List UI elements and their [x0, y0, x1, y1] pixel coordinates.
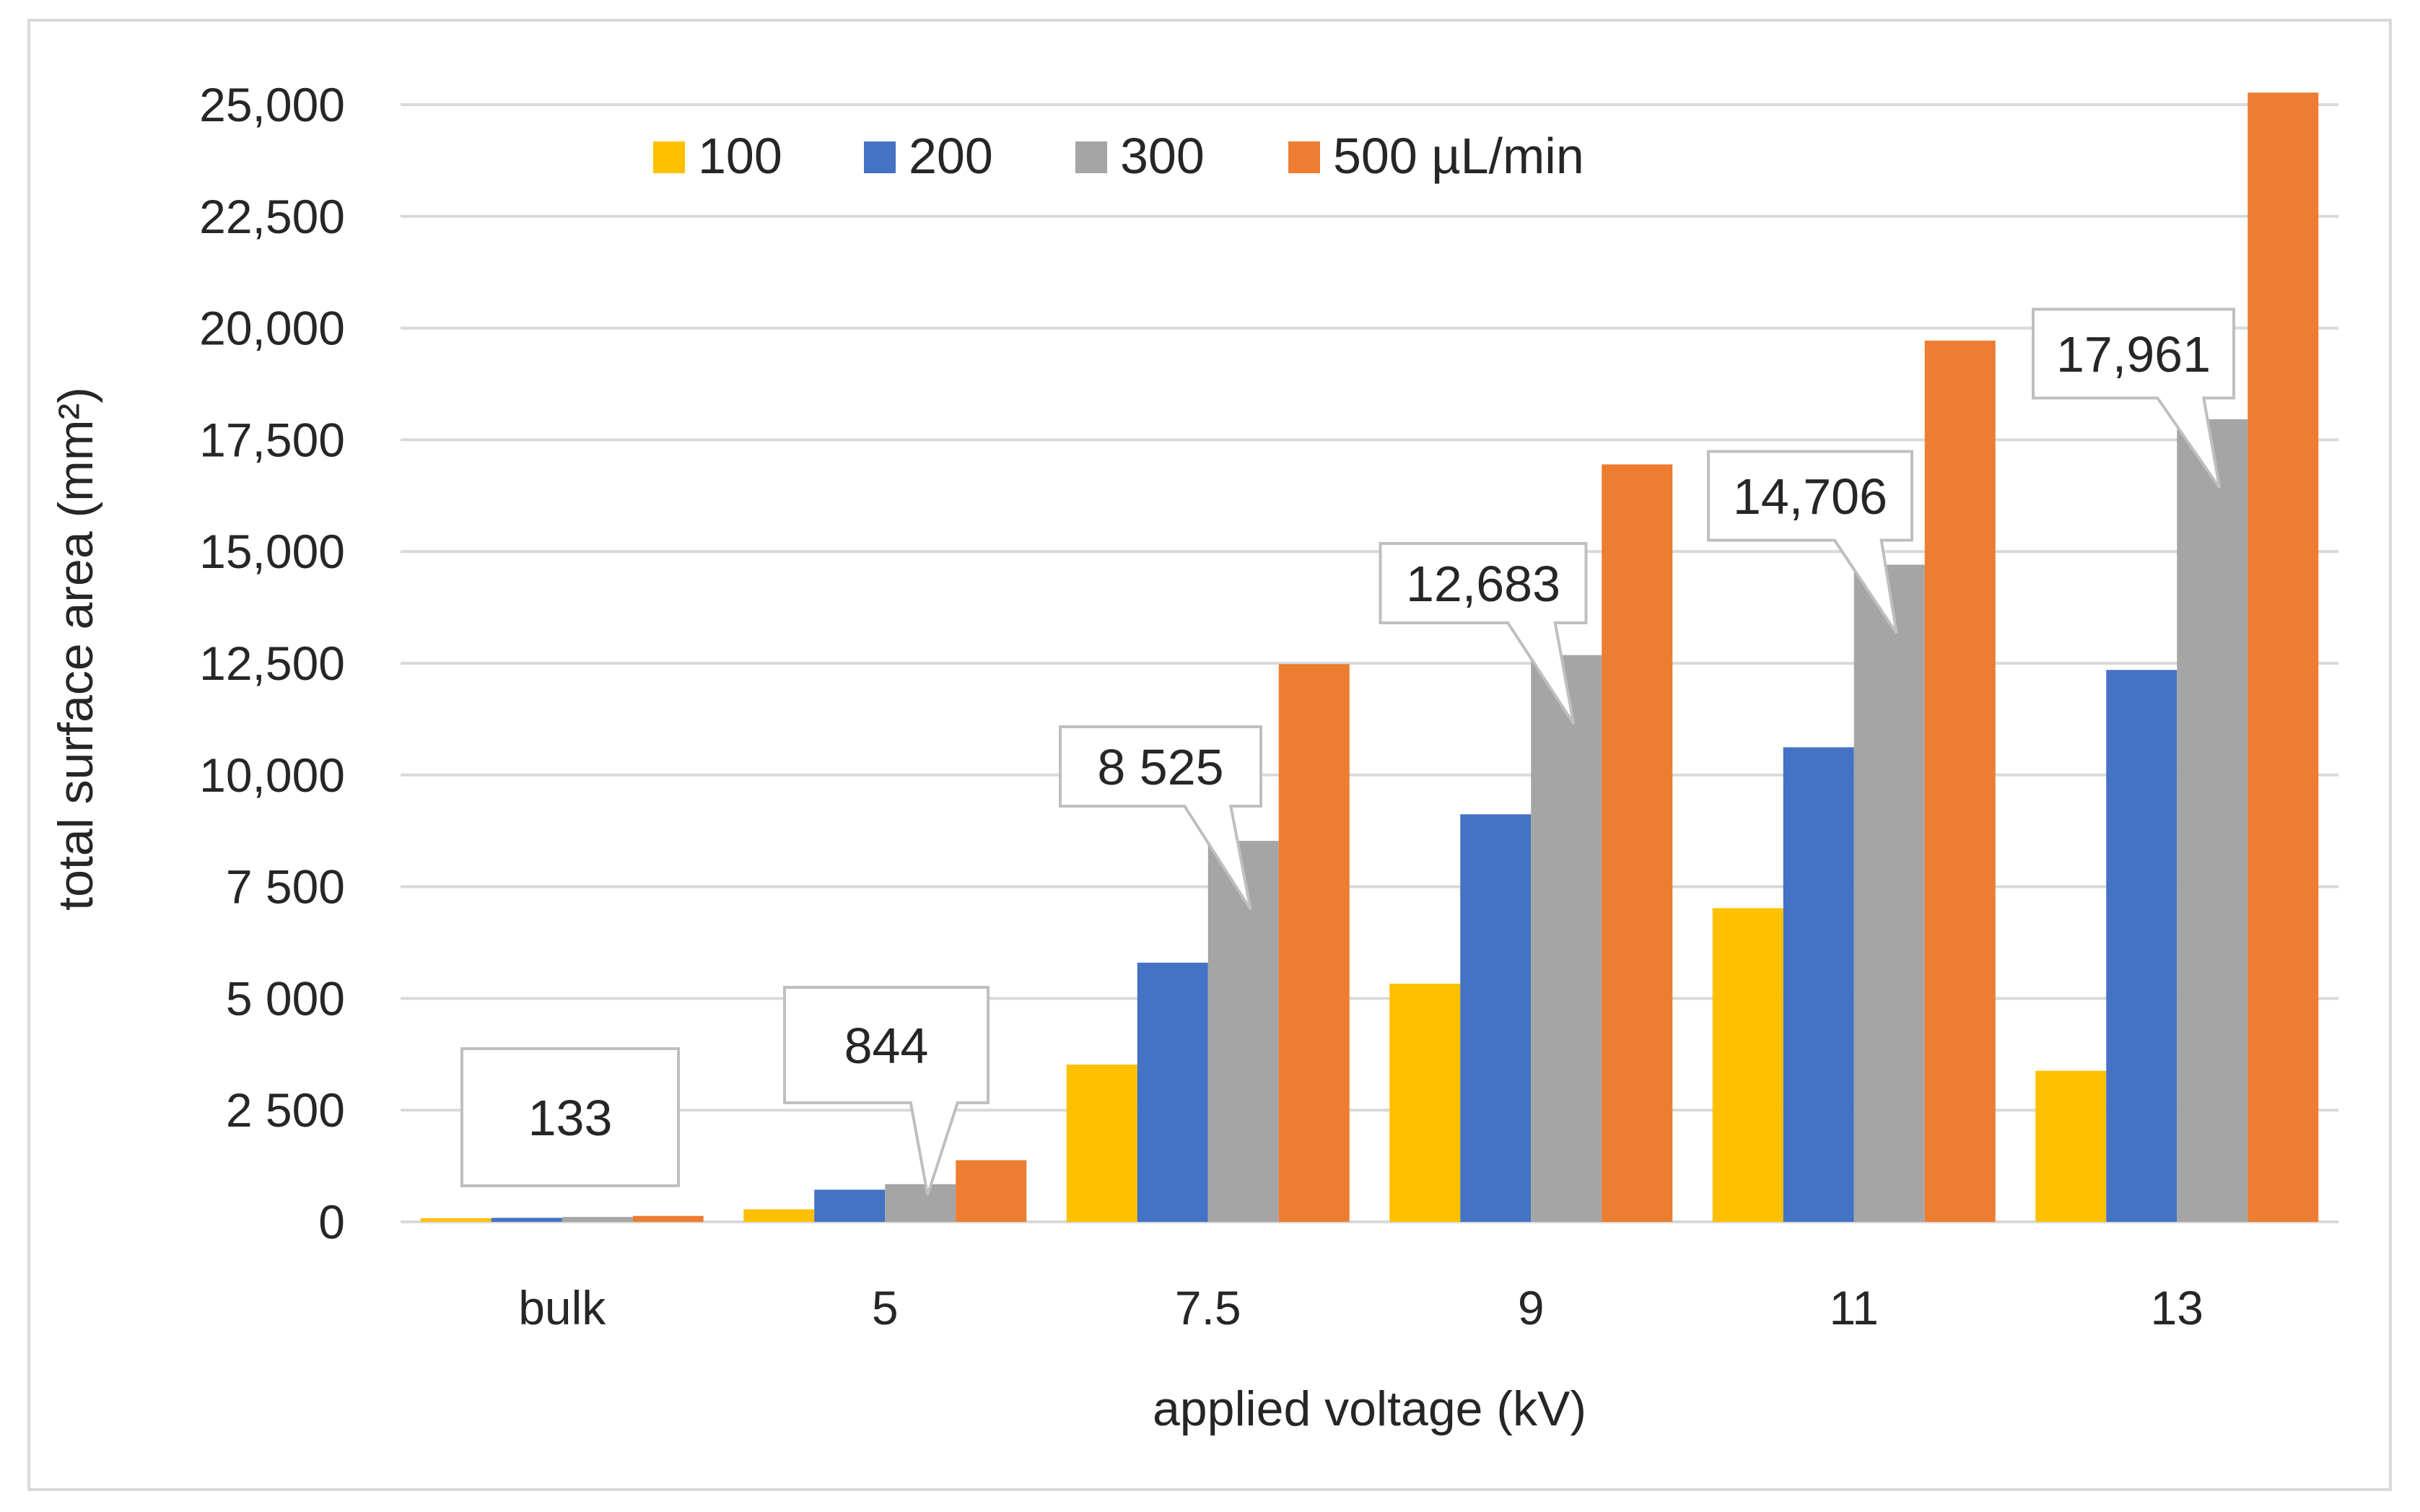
legend-swatch-500 — [1288, 141, 1320, 173]
callout-label: 8 525 — [1097, 739, 1223, 795]
bar-200-5 — [814, 1189, 886, 1222]
legend-label: 200 — [909, 128, 993, 184]
bar-500-5 — [956, 1160, 1027, 1222]
y-axis-title: total surface area (mm²) — [48, 387, 103, 911]
bar-100-13 — [2035, 1070, 2107, 1222]
bar-100-7.5 — [1066, 1065, 1137, 1222]
callout-bulk: 133 — [460, 1047, 680, 1187]
bar-300-11 — [1853, 564, 1925, 1222]
x-tick-label: 9 — [1518, 1281, 1545, 1334]
callout-label: 844 — [844, 1018, 929, 1074]
bar-200-13 — [2106, 670, 2177, 1222]
data-callouts: 133 844 8 525 12,683 14,706 17,961 — [460, 307, 2235, 1196]
callout-label: 133 — [528, 1090, 613, 1146]
bar-300-9 — [1531, 655, 1602, 1222]
callout-box — [2032, 307, 2235, 489]
callout-box — [1059, 725, 1262, 911]
x-tick-label: 5 — [872, 1281, 899, 1334]
y-tick-label: 25,000 — [199, 78, 345, 131]
callout-13: 17,961 — [2032, 307, 2235, 489]
y-tick-label: 2 500 — [226, 1083, 345, 1137]
y-tick-label: 10,000 — [199, 748, 345, 802]
x-tick-label: 7.5 — [1175, 1281, 1241, 1334]
callout-box — [783, 986, 990, 1196]
callout-9: 12,683 — [1379, 542, 1588, 725]
callout-11: 14,706 — [1707, 450, 1913, 634]
y-axis-ticks: 0 2 500 5 000 7 500 10,000 12,500 15,000 17,500… — [199, 78, 345, 1249]
bar-500-9 — [1602, 464, 1673, 1222]
legend-swatch-300 — [1075, 141, 1107, 173]
bar-200-7.5 — [1137, 962, 1208, 1222]
bar-100-bulk — [420, 1218, 492, 1222]
callout-7.5: 8 525 — [1059, 725, 1262, 911]
bar-100-11 — [1712, 908, 1783, 1222]
y-tick-label: 5 000 — [226, 971, 345, 1025]
bar-500-11 — [1924, 340, 1996, 1222]
bar-300-13 — [2177, 419, 2248, 1222]
y-tick-label: 12,500 — [199, 637, 345, 690]
bar-200-9 — [1460, 814, 1532, 1222]
bar-300-5 — [885, 1184, 956, 1222]
legend-swatch-200 — [864, 141, 896, 173]
legend-swatch-100 — [653, 141, 685, 173]
callout-box — [1707, 450, 1913, 634]
x-axis-ticks: bulk 5 7.5 9 11 13 — [518, 1281, 2203, 1334]
bar-100-5 — [743, 1209, 815, 1222]
gridlines — [401, 103, 2338, 1223]
callout-label: 17,961 — [2056, 326, 2211, 383]
callout-5: 844 — [783, 986, 990, 1196]
legend-label: 500 µL/min — [1333, 128, 1584, 184]
bar-300-bulk — [562, 1217, 633, 1222]
y-tick-label: 22,500 — [199, 190, 345, 243]
bar-500-bulk — [632, 1215, 704, 1222]
y-tick-label: 15,000 — [199, 525, 345, 578]
bar-500-7.5 — [1278, 664, 1350, 1222]
bar-500-13 — [2248, 92, 2319, 1222]
x-axis-title: applied voltage (kV) — [1153, 1381, 1586, 1436]
bar-200-bulk — [491, 1218, 562, 1222]
x-tick-label: 11 — [1829, 1281, 1879, 1334]
bar-200-11 — [1783, 747, 1854, 1222]
y-tick-label: 17,500 — [199, 413, 345, 466]
y-tick-label: 0 — [318, 1195, 345, 1249]
y-tick-label: 20,000 — [199, 302, 345, 355]
bar-100-9 — [1389, 983, 1461, 1222]
bar-300-7.5 — [1207, 841, 1279, 1222]
y-tick-label: 7 500 — [226, 860, 345, 914]
legend-label: 300 — [1120, 128, 1205, 184]
callout-box — [460, 1047, 680, 1187]
x-tick-label: 13 — [2151, 1281, 2203, 1334]
bars — [420, 92, 2319, 1222]
legend-label: 100 — [698, 128, 782, 184]
x-tick-label: bulk — [518, 1281, 606, 1334]
callout-label: 14,706 — [1733, 468, 1887, 525]
legend: 100 200 300 500 µL/min — [653, 128, 1584, 184]
callout-label: 12,683 — [1406, 556, 1560, 612]
callout-box — [1379, 542, 1588, 725]
